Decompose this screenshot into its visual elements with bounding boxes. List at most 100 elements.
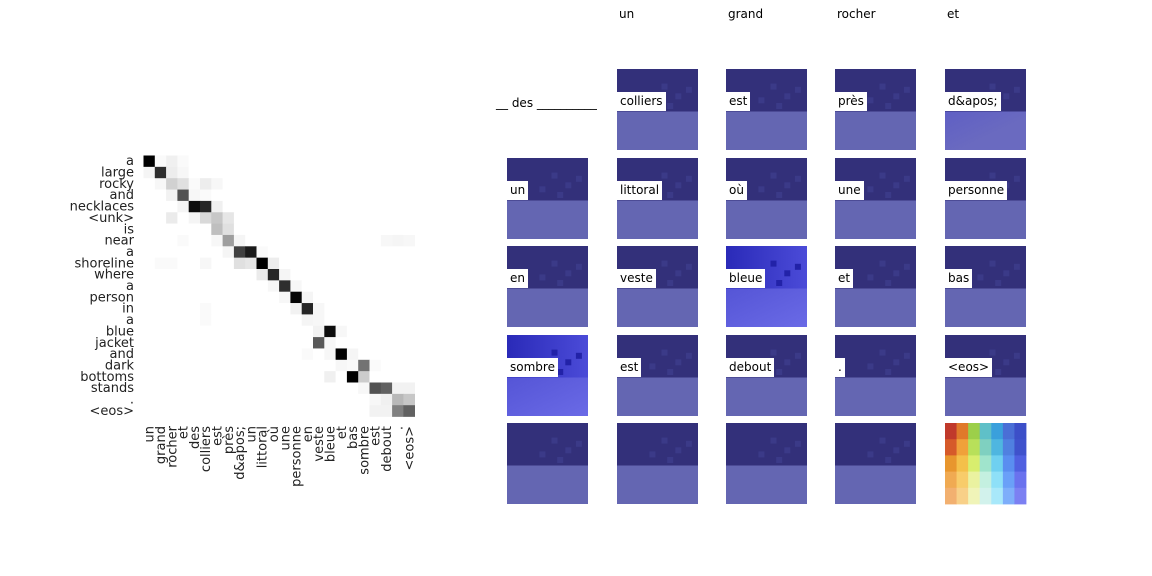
- heatmap-cell: [403, 200, 415, 213]
- heatmap-cell: [233, 291, 246, 304]
- tile-spot: [661, 83, 668, 90]
- heatmap-cell: [279, 314, 291, 327]
- word-tag: bleue: [726, 269, 766, 288]
- heatmap-cell: [222, 234, 235, 247]
- heatmap-cell: [380, 178, 393, 190]
- heatmap-cell: [335, 200, 348, 213]
- heatmap-cell: [233, 223, 246, 236]
- heatmap-cell: [279, 212, 291, 224]
- heatmap-cell: [392, 178, 404, 190]
- heatmap-cell: [346, 337, 359, 349]
- heatmap-cell: [166, 200, 178, 213]
- attention-tile: [507, 246, 588, 327]
- heatmap-cell: [188, 405, 201, 417]
- heatmap-cell: [392, 314, 404, 327]
- heatmap-cell: [143, 325, 156, 338]
- heatmap-cell: [233, 269, 246, 281]
- heatmap-cell: [346, 382, 359, 395]
- heatmap-cell: [222, 166, 235, 179]
- heatmap-cell: [313, 189, 325, 202]
- heatmap-cell: [267, 382, 280, 395]
- heatmap-cell: [346, 291, 359, 304]
- heatmap-cell: [177, 371, 189, 383]
- tile-lower: [507, 377, 588, 416]
- heatmap-cell: [369, 234, 382, 247]
- heatmap-cell: [188, 337, 201, 349]
- tile-upper: [835, 335, 916, 378]
- tile-spot: [784, 270, 791, 277]
- heatmap-cell: [222, 189, 235, 202]
- heatmap-cell: [256, 280, 269, 292]
- heatmap-cell: [222, 303, 235, 315]
- heatmap-cell: [403, 291, 415, 304]
- heatmap-cell: [279, 166, 291, 179]
- heatmap-cell: [222, 314, 235, 327]
- tile-spot: [989, 172, 996, 179]
- heatmap-cell: [177, 200, 189, 213]
- heatmap-cell: [358, 246, 370, 258]
- heatmap-cell: [324, 382, 336, 395]
- heatmap-cell: [166, 371, 178, 383]
- tile-patch: [956, 471, 969, 489]
- heatmap-cell: [267, 212, 280, 224]
- heatmap-cell: [380, 314, 393, 327]
- heatmap-cell: [211, 291, 223, 304]
- heatmap-cell: [335, 234, 348, 247]
- tile-spot: [885, 280, 892, 286]
- heatmap-cell: [154, 178, 167, 190]
- heatmap-cell: [324, 212, 336, 224]
- heatmap-cell: [154, 371, 167, 383]
- heatmap-cell: [290, 303, 302, 315]
- heatmap-cell: [392, 348, 404, 361]
- tile-lower: [726, 200, 807, 239]
- heatmap-cell: [233, 155, 246, 168]
- heatmap-cell: [245, 359, 257, 372]
- tile-spot: [770, 260, 777, 267]
- tile-patch: [968, 423, 981, 440]
- heatmap-cell: [188, 325, 201, 338]
- tile-patch: [979, 471, 992, 489]
- heatmap-cell: [358, 189, 370, 202]
- heatmap-cell: [143, 303, 156, 315]
- heatmap-cell: [188, 280, 201, 292]
- tile-spot: [867, 97, 874, 104]
- heatmap-cell: [188, 359, 201, 372]
- tile-lower: [617, 377, 698, 416]
- tile-spot: [794, 175, 801, 182]
- heatmap-cell: [335, 212, 348, 224]
- heatmap-cell: [143, 291, 156, 304]
- heatmap-cell: [392, 155, 404, 168]
- heatmap-cell: [222, 393, 235, 406]
- heatmap-cell: [177, 269, 189, 281]
- heatmap-cell: [313, 234, 325, 247]
- heatmap-cell: [335, 223, 348, 236]
- heatmap-cell: [313, 393, 325, 406]
- heatmap-cell: [324, 348, 336, 361]
- tile-lower: [726, 111, 807, 150]
- heatmap-cell: [256, 359, 269, 372]
- heatmap-cell: [233, 405, 246, 417]
- x-tick-label: littoral: [256, 426, 271, 468]
- heatmap-cell: [154, 359, 167, 372]
- heatmap-cell: [369, 393, 382, 406]
- heatmap-cell: [290, 371, 302, 383]
- y-tick-label: <unk>: [88, 211, 134, 226]
- heatmap-cell: [211, 234, 223, 247]
- heatmap-cell: [346, 212, 359, 224]
- tile-spot: [867, 451, 874, 458]
- heatmap-cell: [346, 359, 359, 372]
- tile-spot: [903, 175, 910, 182]
- tile-patch: [945, 487, 957, 505]
- heatmap-cell: [222, 269, 235, 281]
- heatmap-cell: [188, 155, 201, 168]
- heatmap-cell: [290, 325, 302, 338]
- tile-patch: [1002, 487, 1015, 505]
- word-tag: en: [507, 269, 528, 288]
- attention-tile: [945, 423, 1027, 505]
- x-tick-label: veste: [312, 426, 327, 462]
- heatmap-cell: [335, 178, 348, 190]
- x-tick-label: des: [188, 426, 203, 449]
- heatmap-cell: [290, 246, 302, 258]
- heatmap-cell: [143, 382, 156, 395]
- tile-spot: [893, 93, 900, 100]
